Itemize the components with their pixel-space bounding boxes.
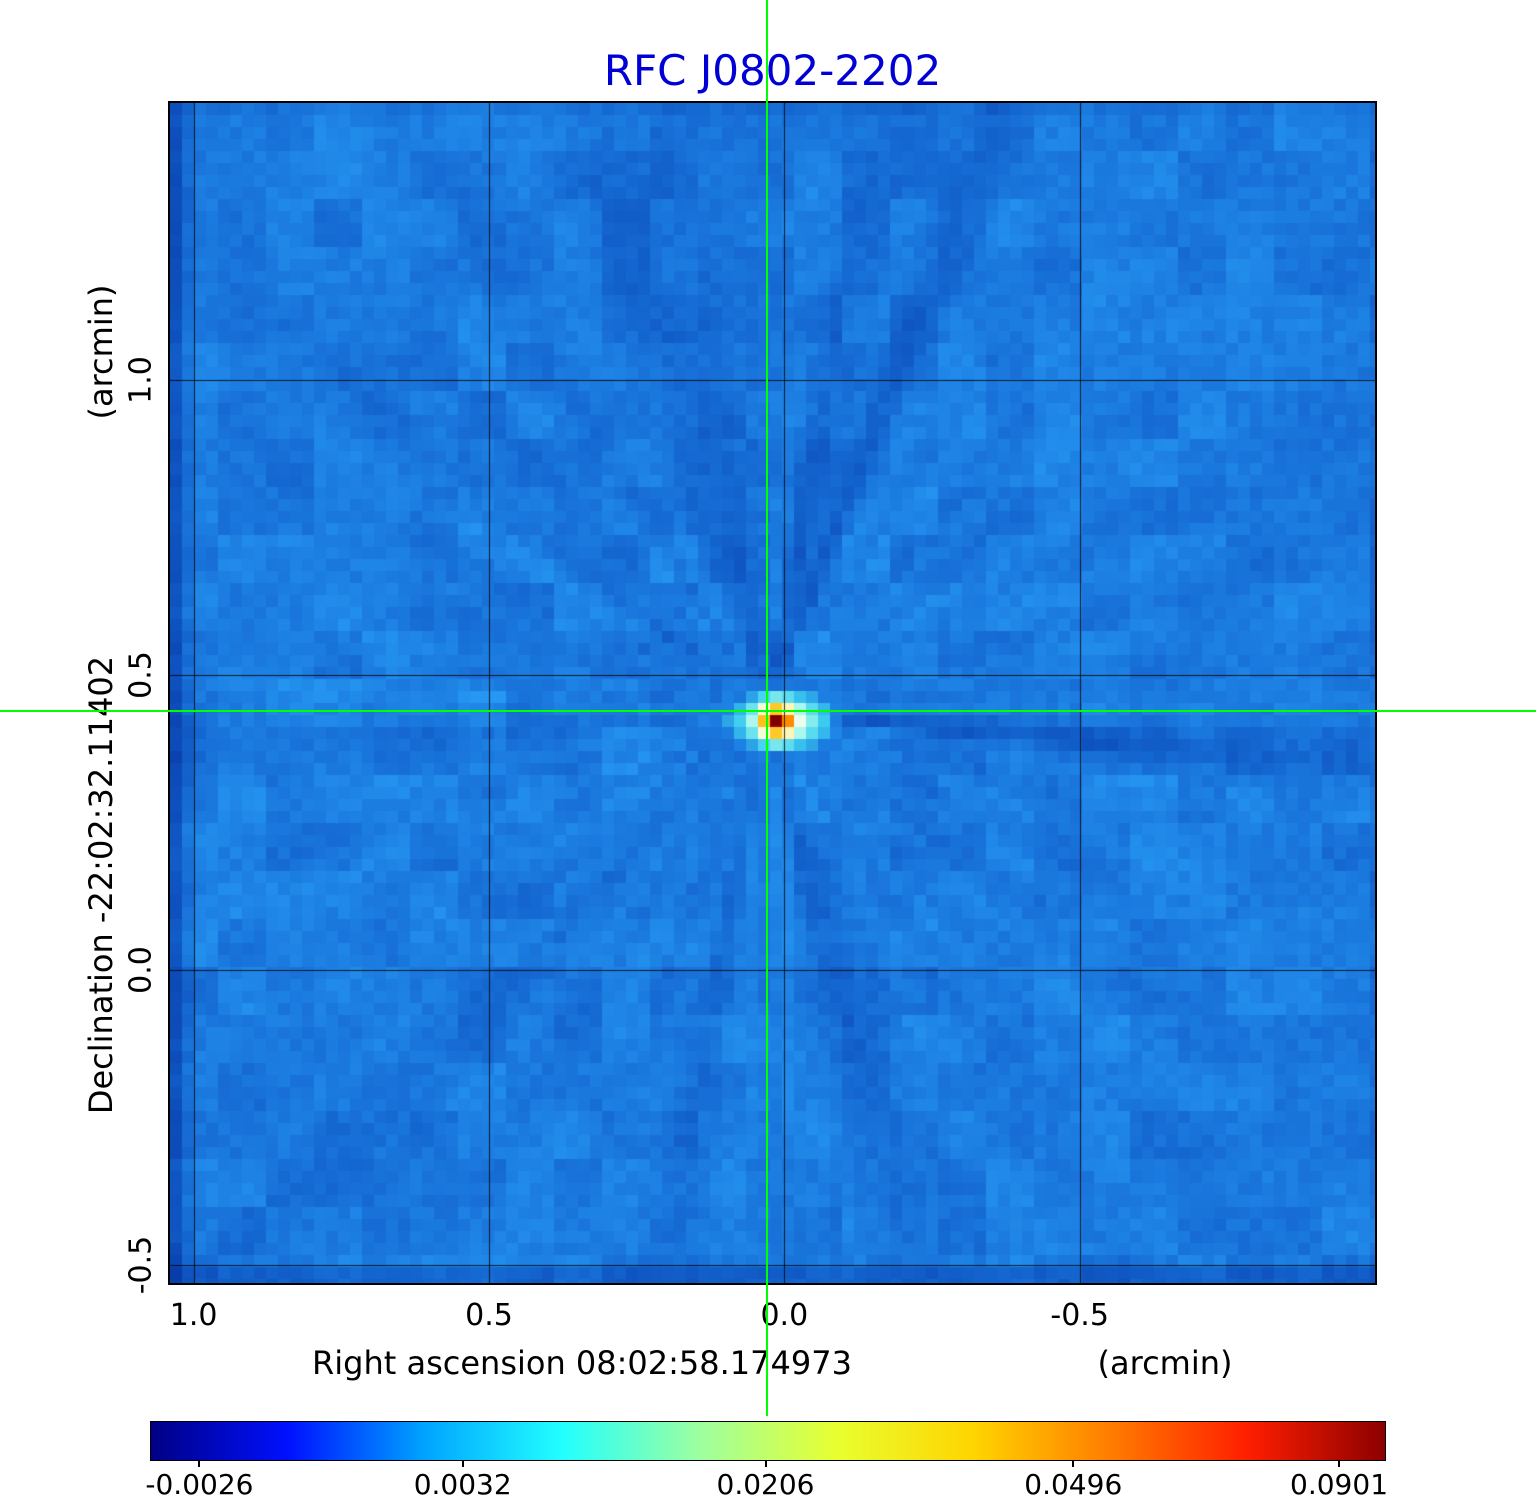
colorbar-tick-label: -0.0026 [145, 1468, 254, 1501]
colorbar-tick-mark [1072, 1461, 1075, 1467]
x-tick-label: -0.5 [1050, 1298, 1109, 1333]
colorbar [150, 1421, 1386, 1461]
plot-area [168, 101, 1377, 1285]
colorbar-tick-label: 0.0206 [716, 1468, 815, 1501]
x-axis-unit-label: (arcmin) [1097, 1344, 1233, 1382]
y-axis-label: Declination -22:02:32.11402 [82, 655, 120, 1115]
y-tick-label: 1.0 [123, 356, 159, 405]
colorbar-tick-mark [1338, 1461, 1341, 1467]
crosshair-horizontal-line [0, 709, 1536, 712]
heatmap-image [170, 103, 1375, 1283]
x-tick-label: 0.5 [465, 1298, 513, 1333]
crosshair-vertical-line [765, 0, 768, 1416]
x-tick-label: 0.0 [760, 1298, 809, 1333]
colorbar-tick-mark [461, 1461, 464, 1467]
chart-title: RFC J0802-2202 [603, 46, 942, 95]
x-tick-label: 1.0 [169, 1298, 218, 1333]
colorbar-tick-mark [764, 1461, 767, 1467]
y-tick-label: -0.5 [123, 1236, 159, 1295]
x-axis-label: Right ascension 08:02:58.174973 [312, 1344, 852, 1382]
y-axis-unit-label: (arcmin) [82, 284, 120, 420]
colorbar-tick-label: 0.0496 [1024, 1468, 1123, 1501]
colorbar-tick-label: 0.0032 [413, 1468, 512, 1501]
colorbar-tick-mark [198, 1461, 201, 1467]
y-tick-label: 0.5 [123, 651, 159, 700]
colorbar-tick-label: 0.0901 [1290, 1468, 1389, 1501]
y-tick-label: 0.0 [123, 946, 159, 995]
